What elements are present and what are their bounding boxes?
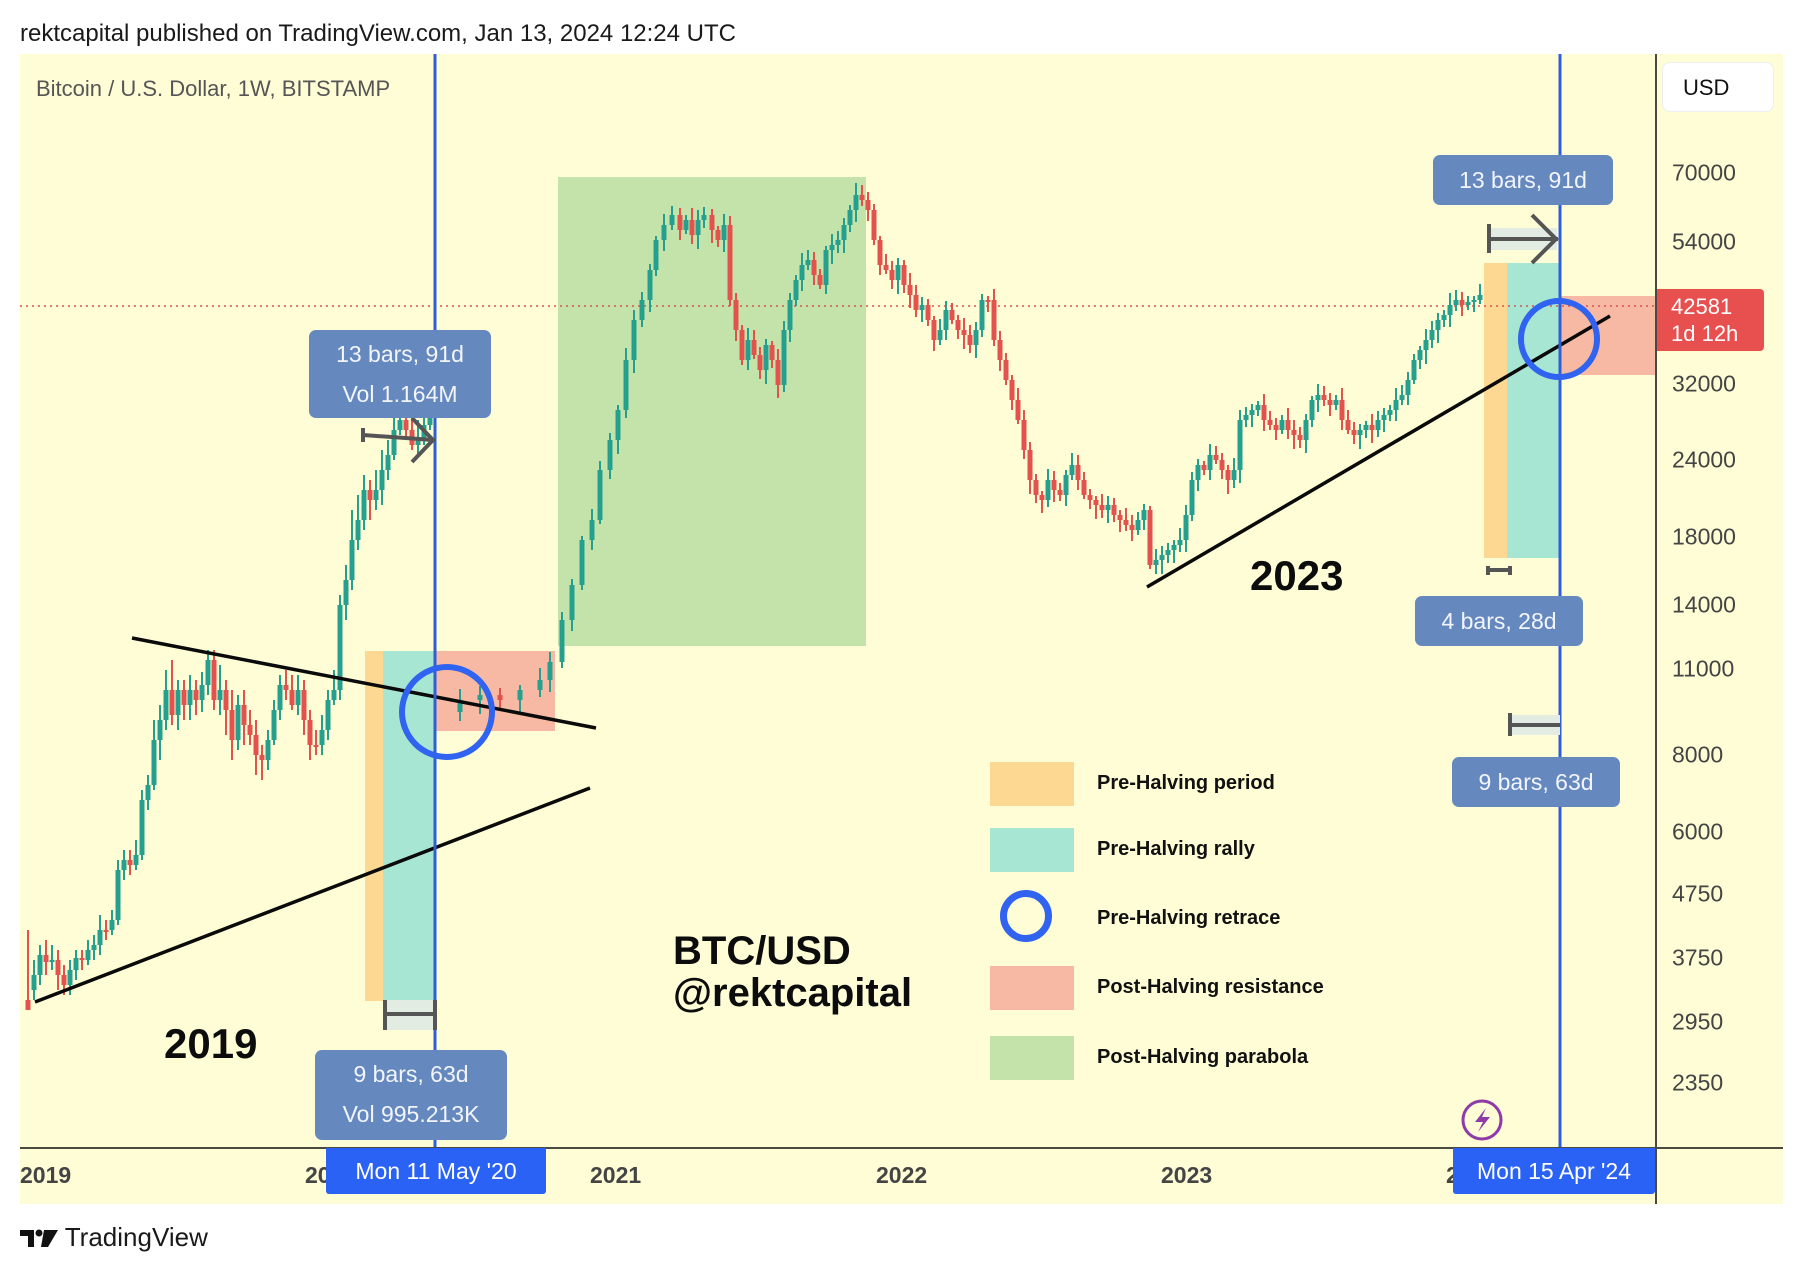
measure-label: 13 bars, 91d Vol 1.164M (309, 330, 491, 418)
annotation-year-2023: 2023 (1250, 552, 1344, 599)
current-price-value: 42581 (1671, 294, 1733, 319)
trendline-2019-lower (34, 786, 591, 1004)
measure-label: 13 bars, 91d (1433, 155, 1613, 205)
time-label: 2022 (876, 1162, 928, 1188)
annotation-year-2019: 2019 (164, 1020, 258, 1067)
lightning-event-icon (1461, 1099, 1503, 1141)
tradingview-logo[interactable]: TradingView (20, 1222, 208, 1253)
price-label: 11000 (1672, 655, 1735, 682)
measure-bars-text: 13 bars, 91d (1459, 167, 1587, 193)
publish-header: rektcapital published on TradingView.com… (20, 20, 736, 47)
measure-range-2024-period (1486, 566, 1512, 575)
price-axis-divider (1655, 54, 1657, 1204)
measure-bars-text: 4 bars, 28d (1441, 608, 1557, 634)
legend-label: Post-Halving parabola (1097, 1046, 1309, 1068)
bar-countdown: 1d 12h (1671, 321, 1739, 346)
measure-bars-text: 13 bars, 91d (336, 341, 464, 367)
crosshair-date-tag: Mon 11 May '20 (326, 1148, 546, 1194)
price-label: 3750 (1672, 944, 1724, 971)
legend-label: Pre-Halving period (1097, 772, 1275, 794)
trendline-2019-upper (131, 636, 597, 730)
watermark: BTC/USD @rektcapital (673, 930, 912, 1014)
measure-volume-text: Vol 1.164M (342, 381, 458, 407)
tradingview-logo-icon (20, 1229, 58, 1247)
measure-bars-text: 9 bars, 63d (353, 1061, 469, 1087)
price-label: 2950 (1672, 1008, 1724, 1035)
symbol-title[interactable]: Bitcoin / U.S. Dollar, 1W, BITSTAMP (36, 76, 391, 101)
legend-label: Post-Halving resistance (1097, 976, 1324, 998)
watermark-symbol: BTC/USD (673, 929, 851, 973)
legend-swatch (990, 828, 1074, 872)
measure-range-2024-rally (1508, 713, 1560, 736)
time-axis-divider (20, 1147, 1783, 1149)
price-label: 24000 (1672, 446, 1736, 473)
retrace-circle-2020 (399, 664, 495, 760)
price-label: 70000 (1672, 159, 1736, 186)
price-label: 32000 (1672, 370, 1736, 397)
time-label: 2019 (20, 1162, 72, 1188)
zone-pre-halving-rally-2020 (383, 651, 435, 1001)
time-label: 2023 (1161, 1162, 1213, 1188)
price-label: 2350 (1672, 1069, 1724, 1096)
price-label: 54000 (1672, 228, 1736, 255)
measure-label: 9 bars, 63d (1452, 757, 1620, 807)
legend-swatch (990, 966, 1074, 1010)
price-label: 6000 (1672, 818, 1724, 845)
currency-button[interactable]: USD (1662, 62, 1774, 112)
legend-label: Pre-Halving retrace (1097, 907, 1281, 929)
price-label: 4750 (1672, 880, 1724, 907)
crosshair-date-tag: Mon 15 Apr '24 (1453, 1148, 1655, 1194)
watermark-author: @rektcapital (673, 971, 913, 1015)
retrace-circle-2024 (1518, 298, 1600, 380)
measure-arrow-2024-top (1487, 213, 1559, 265)
measure-label: 9 bars, 63d Vol 995.213K (315, 1050, 507, 1140)
trendline-2023 (1146, 314, 1611, 589)
tradingview-brand: TradingView (64, 1222, 208, 1252)
legend-swatch (990, 1036, 1074, 1080)
time-label: 2021 (590, 1162, 642, 1188)
price-label: 18000 (1672, 523, 1736, 550)
zone-pre-halving-period-2020 (365, 651, 383, 1001)
measure-bars-text: 9 bars, 63d (1478, 769, 1594, 795)
measure-range-2020-bottom (383, 1000, 437, 1030)
zone-pre-halving-period-2024 (1484, 263, 1507, 558)
current-price-tag: 42581 1d 12h (1657, 289, 1764, 351)
measure-arrow-2020-top (361, 416, 436, 464)
price-label: 8000 (1672, 741, 1724, 768)
legend-circle-icon (1000, 890, 1052, 942)
measure-label: 4 bars, 28d (1415, 596, 1583, 646)
measure-volume-text: Vol 995.213K (342, 1101, 480, 1127)
price-label: 14000 (1672, 591, 1736, 618)
legend-label: Pre-Halving rally (1097, 838, 1255, 860)
legend-swatch (990, 762, 1074, 806)
